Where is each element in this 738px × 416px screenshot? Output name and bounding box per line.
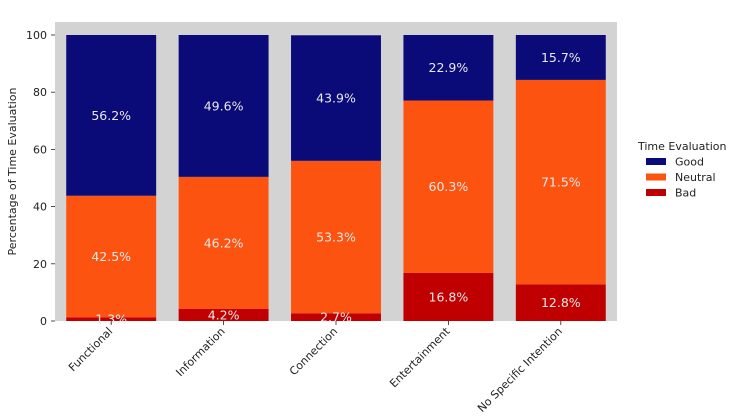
bar-neutral-0	[66, 195, 157, 318]
bar-good-1	[178, 35, 269, 177]
bar-label-good-4: 15.7%	[541, 50, 581, 65]
legend-label-neutral: Neutral	[675, 171, 716, 184]
bar-good-2	[291, 35, 381, 161]
legend: Time Evaluation Good Neutral Bad	[637, 140, 726, 200]
x-tick-label: No Specific Intention	[475, 325, 565, 415]
bar-bad-0	[66, 317, 157, 321]
bar-label-bad-1: 4.2%	[208, 307, 240, 322]
y-axis: 0 20 40 60 80 100	[26, 29, 55, 328]
y-axis-label: Percentage of Time Evaluation	[6, 88, 19, 256]
bar-label-bad-2: 2.7%	[320, 310, 352, 325]
bar-good-0	[66, 35, 157, 196]
bars-layer	[66, 35, 606, 321]
bar-neutral-2	[291, 160, 381, 314]
legend-swatch-good	[646, 158, 666, 165]
bar-label-bad-4: 12.8%	[541, 295, 581, 310]
legend-title: Time Evaluation	[637, 140, 726, 153]
bar-neutral-1	[178, 176, 269, 309]
bar-bad-1	[178, 308, 269, 321]
y-tick-label: 40	[33, 201, 47, 214]
x-tick-label: Entertainment	[387, 324, 453, 390]
bar-good-4	[515, 35, 606, 80]
x-tick-label: Functional	[66, 325, 115, 374]
bar-good-3	[403, 35, 494, 101]
bar-label-neutral-4: 71.5%	[541, 175, 581, 190]
bar-label-bad-3: 16.8%	[429, 289, 469, 304]
legend-swatch-neutral	[646, 173, 666, 181]
legend-label-good: Good	[675, 156, 704, 169]
bar-label-good-3: 22.9%	[429, 60, 469, 75]
y-tick-label: 80	[33, 86, 47, 99]
y-tick-label: 0	[40, 315, 47, 328]
bar-label-bad-0: 1.3%	[95, 312, 127, 327]
bar-neutral-3	[403, 100, 494, 273]
legend-label-bad: Bad	[675, 187, 696, 200]
data-labels-layer: 1.3% 42.5% 56.2% 4.2% 46.2% 49.6% 2.7% 53.3% 43.…	[91, 50, 580, 327]
bar-bad-4	[515, 284, 606, 321]
bar-label-good-2: 43.9%	[316, 91, 356, 106]
bar-bad-2	[291, 313, 381, 321]
bar-label-neutral-2: 53.3%	[316, 230, 356, 245]
bar-bad-3	[403, 272, 494, 321]
y-tick-label: 60	[33, 143, 47, 156]
x-axis: Functional Information Connection Entertain…	[66, 321, 565, 415]
bar-label-good-1: 49.6%	[204, 98, 244, 113]
x-tick-label: Information	[173, 325, 227, 379]
bar-label-neutral-1: 46.2%	[204, 235, 244, 250]
bar-neutral-4	[515, 79, 606, 285]
y-tick-label: 20	[33, 258, 47, 271]
bar-label-good-0: 56.2%	[91, 108, 131, 123]
legend-swatch-bad	[646, 189, 666, 196]
bar-label-neutral-3: 60.3%	[429, 179, 469, 194]
bar-label-neutral-0: 42.5%	[91, 249, 131, 264]
x-tick-label: Connection	[287, 325, 340, 378]
y-tick-label: 100	[26, 29, 47, 42]
